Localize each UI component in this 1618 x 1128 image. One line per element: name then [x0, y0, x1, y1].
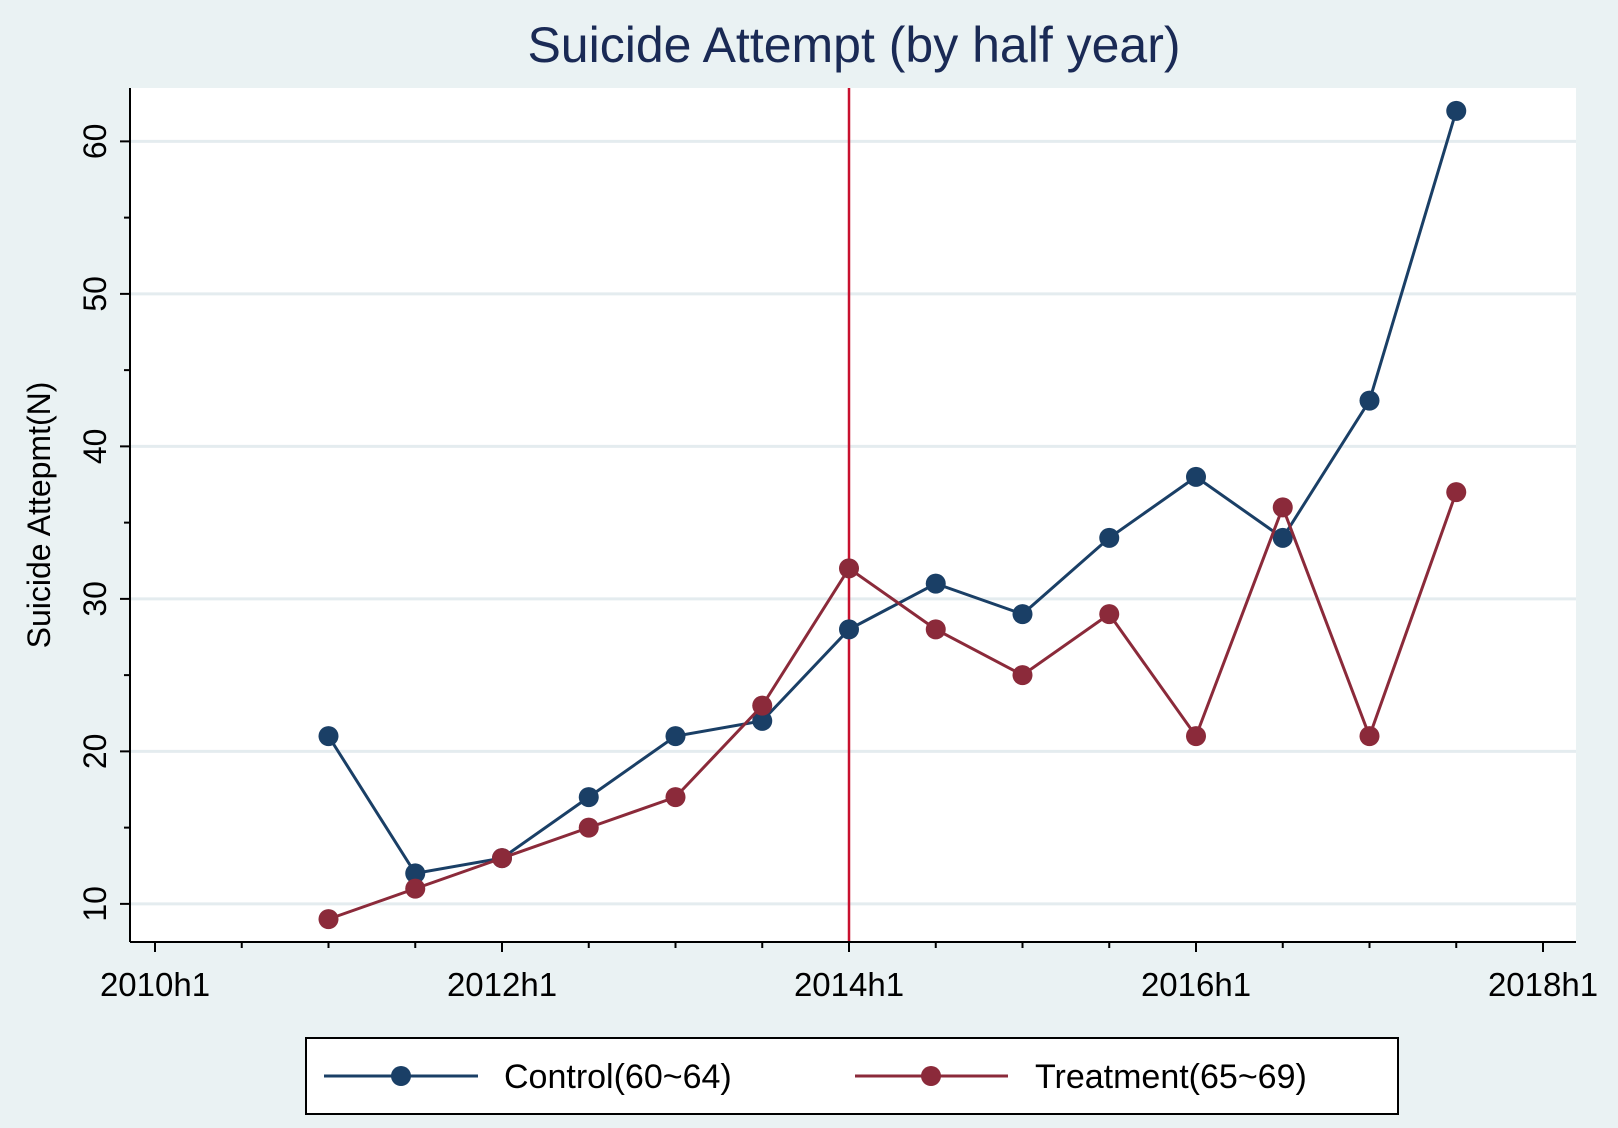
series-line [327, 110, 1458, 876]
data-point [839, 558, 859, 579]
x-tick-label: 2010h1 [100, 966, 210, 1003]
series-1 [318, 100, 1467, 884]
data-point [1012, 665, 1033, 686]
chart-title: Suicide Attempt (by half year) [527, 17, 1180, 73]
x-axis-ticks: 2010h1 2012h1 2014h1 2016h1 2018h1 [100, 942, 1598, 1003]
data-point [318, 726, 339, 747]
data-point [839, 619, 859, 640]
data-point [1099, 604, 1120, 625]
series-2 [318, 482, 1467, 930]
data-point [318, 909, 339, 930]
x-tick-label: 2016h1 [1141, 966, 1251, 1003]
data-point [665, 787, 686, 808]
legend: Control(60~64) Treatment(65~69) [305, 1037, 1399, 1115]
data-point [1012, 604, 1033, 625]
series-group [318, 100, 1467, 930]
legend-item: Treatment(65~69) [855, 1058, 1307, 1096]
data-point [1186, 466, 1206, 487]
y-tick-label: 60 [77, 124, 113, 160]
y-tick-label: 40 [77, 429, 113, 465]
legend-item: Control(60~64) [324, 1058, 732, 1096]
series-line [328, 491, 1458, 921]
y-axis-label: Suicide Attepmt(N) [21, 382, 57, 649]
data-point [1446, 482, 1467, 503]
data-point [578, 817, 599, 838]
y-axis-ticks: 10 20 30 40 50 60 [77, 124, 130, 922]
legend-box [305, 1037, 1399, 1115]
data-point [492, 848, 512, 869]
data-point [752, 695, 773, 716]
plot-area [130, 88, 1576, 942]
data-point [578, 787, 599, 808]
data-point [1359, 390, 1380, 411]
data-point [1272, 527, 1293, 548]
data-point [405, 878, 426, 899]
data-point [665, 726, 686, 747]
data-point [1446, 100, 1467, 121]
data-point [1099, 527, 1120, 548]
x-tick-label: 2018h1 [1488, 966, 1598, 1003]
data-point [752, 710, 773, 731]
y-tick-label: 20 [77, 734, 113, 770]
legend-label: Control(60~64) [504, 1058, 732, 1096]
legend-marker [921, 1066, 941, 1086]
legend-label: Treatment(65~69) [1035, 1058, 1307, 1096]
axes [129, 88, 1576, 943]
data-point [925, 573, 946, 594]
data-point [1186, 726, 1206, 747]
data-point [1359, 726, 1380, 747]
data-point [405, 863, 426, 884]
data-point [1272, 497, 1293, 518]
legend-marker [391, 1066, 411, 1086]
y-tick-label: 30 [77, 581, 113, 617]
y-tick-label: 10 [77, 886, 113, 922]
x-tick-label: 2014h1 [794, 966, 904, 1003]
data-point [925, 619, 946, 640]
y-tick-label: 50 [77, 276, 113, 312]
x-tick-label: 2012h1 [447, 966, 557, 1003]
